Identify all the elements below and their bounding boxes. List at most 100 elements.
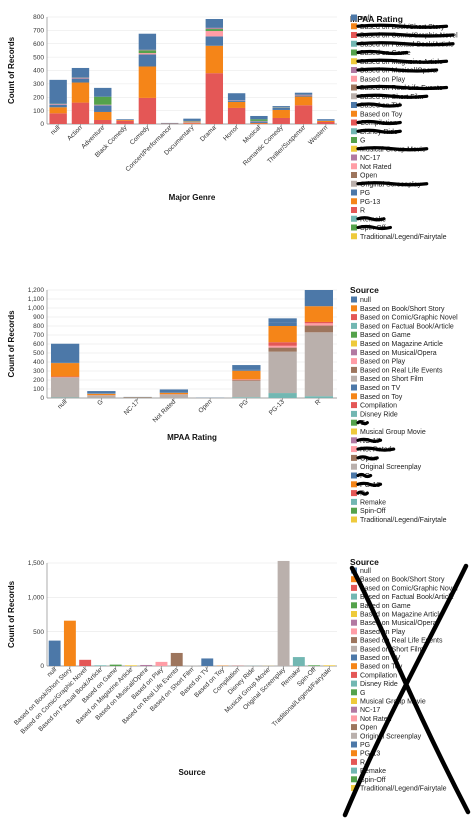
legend-swatch <box>351 654 357 661</box>
legend-label: Based on Play <box>360 76 406 83</box>
bar-segment <box>71 77 90 79</box>
bar-segment <box>50 362 80 364</box>
x-tick-label: Thriller/Suspense <box>266 124 307 165</box>
scribble-mark <box>356 181 429 187</box>
x-tick-label: Action <box>66 124 84 142</box>
legend-label: Musical Group Movie <box>360 429 426 436</box>
legend-swatch <box>351 331 357 338</box>
legend-label: Remake <box>360 768 386 775</box>
bar-segment <box>304 332 334 397</box>
scribble-mark <box>356 481 383 487</box>
x-axis-title: Source <box>178 768 206 777</box>
y-tick-label: 1,000 <box>28 595 45 602</box>
legend-swatch <box>351 137 357 143</box>
legend-swatch <box>351 93 357 100</box>
legend-swatch <box>351 322 357 329</box>
legend-swatch <box>351 32 357 38</box>
legend-label: Based on Magazine Article <box>360 612 443 619</box>
legend-label: PG-13 <box>360 199 380 206</box>
bar-segment <box>232 381 261 398</box>
legend-swatch <box>351 40 357 47</box>
bar-segment <box>294 95 313 97</box>
bar-segment <box>116 120 134 124</box>
legend-label: Compilation <box>360 403 397 410</box>
legend-swatch <box>351 375 357 382</box>
bar <box>323 665 336 666</box>
bar-segment <box>250 119 268 121</box>
legend-swatch <box>351 645 357 652</box>
bar-segment <box>49 104 67 108</box>
legend-label: Open <box>360 725 377 732</box>
bar-segment <box>268 322 297 326</box>
bar-segment <box>268 351 297 394</box>
bar-segment <box>94 96 112 105</box>
bar-segment <box>50 363 80 377</box>
legend-label: Based on Book/Short Story <box>360 306 445 313</box>
legend-label: null <box>360 568 371 575</box>
bar-segment <box>304 306 334 322</box>
bar <box>170 652 183 666</box>
legend-label: Based on Book/Short Story <box>360 577 445 584</box>
legend-swatch <box>351 454 357 461</box>
bar-segment <box>294 96 313 106</box>
cross-out-stroke <box>349 565 471 815</box>
legend-swatch <box>351 507 357 514</box>
bar-segment <box>49 79 67 104</box>
y-tick-label: 400 <box>33 68 44 75</box>
x-tick-label: Romantic Comedy <box>242 124 285 167</box>
legend-swatch <box>351 349 357 356</box>
bar-segment <box>227 93 246 101</box>
legend-label: Based on TV <box>360 655 401 662</box>
legend-label: Not Rated <box>360 164 392 171</box>
legend-swatch <box>351 663 357 670</box>
legend-label: Based on Musical/Opera <box>360 620 437 627</box>
legend-label: Spin-Off <box>360 508 386 515</box>
legend-swatch <box>351 84 357 91</box>
bar-segment <box>232 369 261 371</box>
y-tick-label: 300 <box>33 368 44 375</box>
bar-segment <box>304 323 334 326</box>
y-tick-label: 400 <box>33 359 44 366</box>
legend-label: Disney Ride <box>360 681 398 688</box>
legend-swatch <box>351 490 357 497</box>
legend-label: NC-17 <box>360 707 380 714</box>
legend-swatch <box>351 75 357 82</box>
bar-segment <box>71 82 90 103</box>
legend-title: Source <box>350 285 379 295</box>
legend-swatch <box>351 785 357 791</box>
legend-swatch <box>351 584 357 591</box>
legend-swatch <box>351 428 357 435</box>
bar-segment <box>205 45 224 74</box>
bar-segment <box>138 54 157 67</box>
bar-segment <box>232 380 261 382</box>
bar-segment <box>250 121 268 123</box>
legend-label: G <box>360 690 365 697</box>
bar <box>140 664 153 666</box>
y-tick-label: 200 <box>33 377 44 384</box>
scribble-mark <box>356 32 455 38</box>
bar <box>94 665 107 666</box>
legend-swatch <box>351 58 357 65</box>
legend-swatch <box>351 750 357 757</box>
legend-swatch <box>351 393 357 400</box>
y-tick-label: 100 <box>33 386 44 393</box>
x-tick-label: Western <box>307 124 329 146</box>
legend-label: Compilation <box>360 672 397 679</box>
legend-swatch <box>351 119 357 126</box>
legend-label: Traditional/Legend/Fairytale <box>360 786 447 793</box>
bar-segment <box>294 92 313 95</box>
legend-label: Based on Toy <box>360 394 403 401</box>
y-tick-label: 1,500 <box>28 560 45 567</box>
bar <box>124 665 137 666</box>
legend-swatch <box>351 14 357 21</box>
legend-swatch <box>351 410 357 417</box>
scribble-mark <box>356 420 369 426</box>
bar-segment <box>205 19 224 28</box>
bar-segment <box>159 389 189 393</box>
y-axis-title: Count of Records <box>7 36 16 104</box>
legend-swatch <box>351 715 357 722</box>
y-axis-title: Count of Records <box>7 310 16 378</box>
bar-segment <box>227 101 246 108</box>
